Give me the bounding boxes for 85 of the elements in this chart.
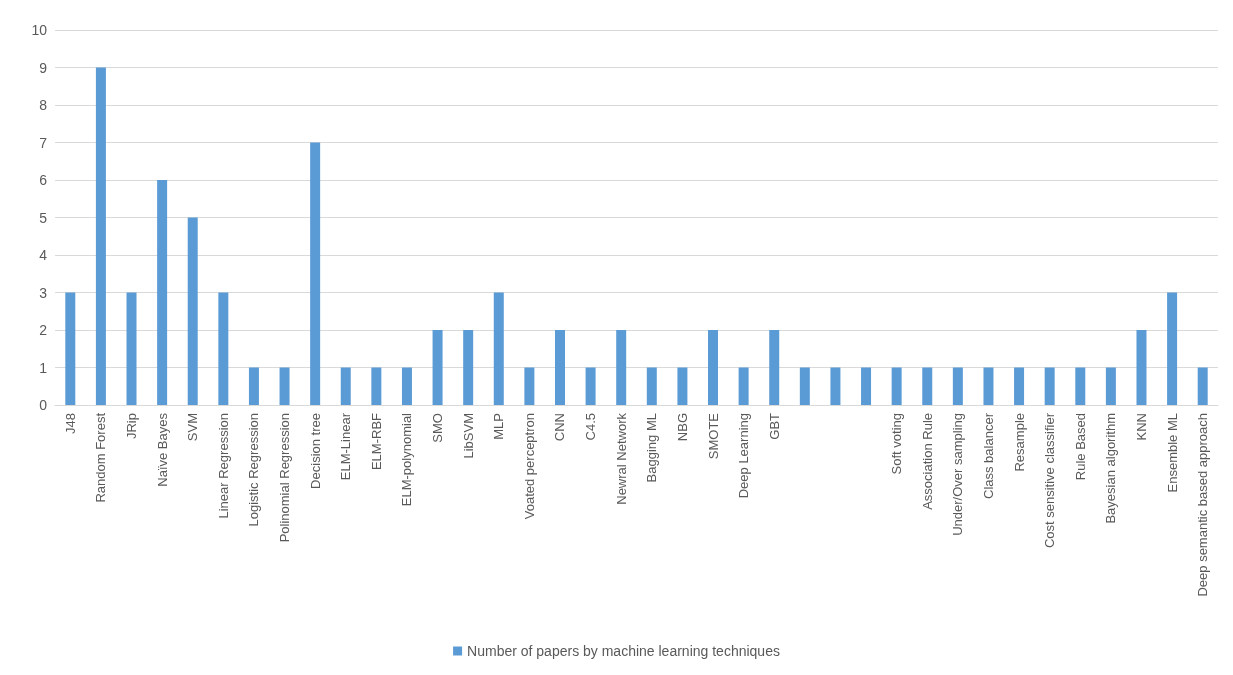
bar [432,330,443,405]
bar [126,292,137,405]
x-tick-label: GBT [766,412,782,440]
bar [952,367,963,405]
bar [493,292,504,405]
x-tick-label: Bayesian algorithm [1103,413,1119,524]
x-tick-label: SMOTE [705,412,721,460]
x-tick-label: Naïve Bayes [154,412,170,487]
x-tick-label: C4.5 [583,413,599,441]
bar [95,67,106,405]
x-tick-label: J48 [62,413,78,434]
y-tick-label: 7 [39,134,48,151]
x-tick-label: LibSVM [460,413,476,459]
x-tick-label: Cost sensitive classifier [1042,412,1058,549]
x-tick-label: Under/Over sampling [950,413,966,536]
bar [1014,367,1025,405]
bar [708,330,719,405]
x-tick-label: Logistic Regression [246,413,262,527]
bar [983,367,994,405]
bar [157,180,168,405]
legend-label: Number of papers by machine learning techniques [467,643,780,659]
bar [1136,330,1147,405]
bar [218,292,229,405]
bar [646,367,657,405]
bar [585,367,596,405]
bar [861,367,872,405]
x-tick-label: Soft voting [889,413,905,475]
bar [340,367,351,405]
y-tick-label: 4 [39,247,48,263]
x-tick-label: SMO [430,413,446,443]
bar [738,367,749,405]
bar [310,142,321,405]
bar [463,330,474,405]
bar [891,367,902,405]
x-tick-label: Voated perceptron [521,413,537,520]
x-tick-label: Rule Based [1072,413,1088,481]
y-tick-label: 10 [31,22,48,38]
x-tick-label: KNN [1133,413,1149,441]
bar [616,330,627,405]
bar [922,367,933,405]
x-tick-label: MLP [491,413,507,440]
bar [769,330,780,405]
bar [1075,367,1086,405]
x-tick-label: Association Rule [919,413,935,510]
bar [677,367,688,405]
bar [1197,367,1208,405]
x-tick-label: Random Forest [93,412,109,503]
x-tick-label: ELM-Linear [338,412,354,481]
bar [830,367,841,405]
x-tick-label: Decision tree [307,413,323,489]
y-tick-label: 1 [39,359,48,376]
y-tick-label: 8 [39,97,48,113]
bar [65,292,76,405]
y-tick-label: 0 [39,397,48,413]
bar [1044,367,1055,405]
x-tick-label: Resample [1011,413,1027,472]
x-tick-label: SVM [185,413,201,442]
bar [371,367,382,405]
x-tick-label: ELM-RBF [368,412,384,471]
x-tick-label: JRip [124,413,140,440]
x-tick-label: NBG [674,413,690,442]
x-tick-label: CNN [552,413,568,442]
bar [799,367,810,405]
bar [279,367,290,405]
y-tick-label: 2 [39,322,48,338]
x-tick-label: Ensemble ML [1164,413,1180,493]
x-tick-label: Polinomial Regression [277,413,293,543]
bar [524,367,535,405]
bar [248,367,259,405]
bar [554,330,565,405]
x-tick-label: Class balancer [980,412,996,499]
bar [401,367,412,405]
x-tick-label: Deep semantic based approach [1195,413,1211,597]
x-tick-label: Deep Learning [736,413,752,499]
bar [1167,292,1178,405]
x-tick-label: Bagging ML [644,413,660,483]
y-tick-label: 6 [39,172,48,188]
y-tick-label: 9 [39,59,48,76]
bar [1105,367,1116,405]
x-tick-label: ELM-polynomial [399,412,415,507]
y-tick-label: 5 [39,209,48,226]
x-tick-label: Linear Regression [215,413,231,519]
x-tick-label: Newral Network [613,412,629,505]
y-tick-label: 3 [39,284,48,301]
bar [187,217,198,405]
